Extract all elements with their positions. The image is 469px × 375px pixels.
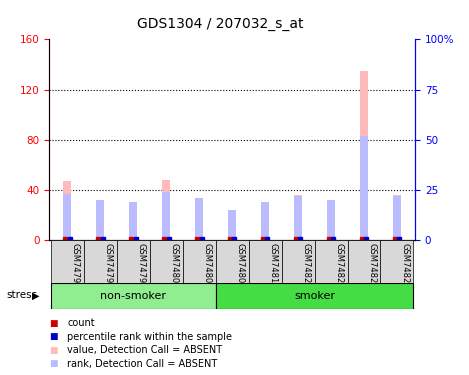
Bar xyxy=(380,240,413,283)
Bar xyxy=(228,211,236,240)
Text: value, Detection Call = ABSENT: value, Detection Call = ABSENT xyxy=(67,345,222,355)
Bar xyxy=(117,240,150,283)
Text: ■: ■ xyxy=(49,359,58,368)
Bar xyxy=(281,240,315,283)
Text: GSM74823: GSM74823 xyxy=(400,243,409,289)
Bar xyxy=(96,200,105,240)
Text: GSM74819: GSM74819 xyxy=(268,243,277,289)
Bar xyxy=(96,206,105,240)
Bar xyxy=(63,181,71,240)
Bar xyxy=(315,240,348,283)
Bar xyxy=(228,210,236,240)
Text: rank, Detection Call = ABSENT: rank, Detection Call = ABSENT xyxy=(67,359,217,369)
Bar xyxy=(294,195,302,240)
Text: GSM74802: GSM74802 xyxy=(235,243,244,289)
Text: ■: ■ xyxy=(49,346,58,355)
Bar xyxy=(162,180,170,240)
Bar xyxy=(216,283,413,309)
Bar xyxy=(393,196,401,240)
Text: GSM74821: GSM74821 xyxy=(334,243,343,289)
Text: count: count xyxy=(67,318,95,328)
Bar xyxy=(51,283,216,309)
Bar xyxy=(183,240,216,283)
Bar xyxy=(162,192,170,240)
Text: ▶: ▶ xyxy=(32,291,39,300)
Bar xyxy=(261,202,269,240)
Bar xyxy=(216,240,249,283)
Bar xyxy=(129,202,137,240)
Text: GSM74798: GSM74798 xyxy=(104,243,113,289)
Bar xyxy=(63,194,71,240)
Text: non-smoker: non-smoker xyxy=(100,291,166,301)
Bar xyxy=(327,204,335,240)
Bar xyxy=(360,136,368,240)
Bar xyxy=(150,240,183,283)
Bar xyxy=(261,206,269,240)
Text: GSM74800: GSM74800 xyxy=(169,243,179,289)
Bar xyxy=(360,71,368,240)
Text: GSM74799: GSM74799 xyxy=(136,243,145,289)
Text: ■: ■ xyxy=(49,319,58,328)
Text: GSM74822: GSM74822 xyxy=(367,243,376,289)
Bar xyxy=(393,195,401,240)
Text: percentile rank within the sample: percentile rank within the sample xyxy=(67,332,232,342)
Bar xyxy=(327,200,335,240)
Text: ■: ■ xyxy=(49,332,58,341)
Bar xyxy=(348,240,380,283)
Bar xyxy=(249,240,281,283)
Bar xyxy=(294,196,302,240)
Text: GSM74801: GSM74801 xyxy=(203,243,212,289)
Text: GDS1304 / 207032_s_at: GDS1304 / 207032_s_at xyxy=(137,17,304,31)
Bar xyxy=(84,240,117,283)
Bar xyxy=(129,207,137,240)
Text: smoker: smoker xyxy=(294,291,335,301)
Bar xyxy=(51,240,84,283)
Bar xyxy=(195,198,204,240)
Text: GSM74820: GSM74820 xyxy=(302,243,310,289)
Text: GSM74797: GSM74797 xyxy=(71,243,80,289)
Text: stress: stress xyxy=(6,291,37,300)
Bar xyxy=(195,205,204,240)
